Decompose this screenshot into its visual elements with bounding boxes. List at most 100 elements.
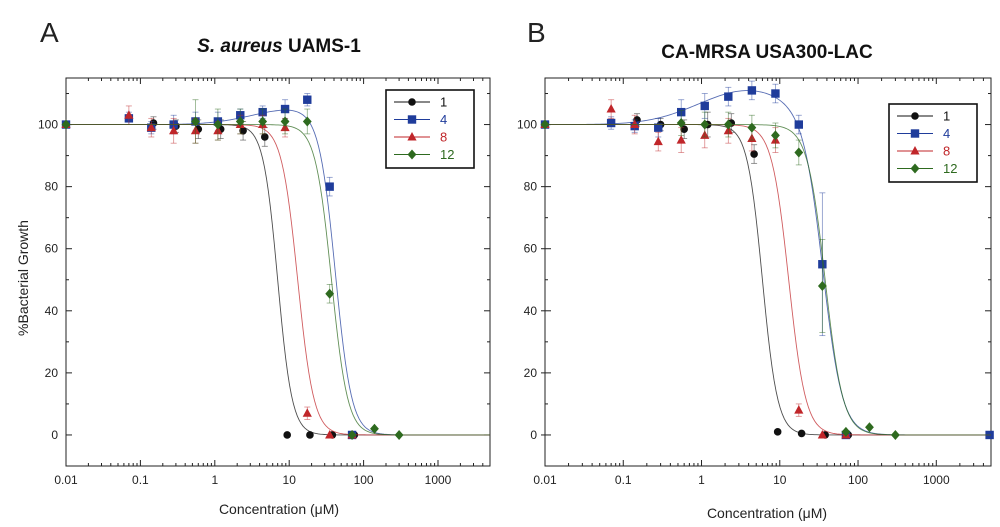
panel-a-x-tick-label: 0.1 (132, 473, 149, 487)
panel-b-series-4-point-1 (606, 118, 616, 128)
panel-a-legend: 1 4 8 12 (385, 89, 475, 169)
panel-b-series-12-point-2 (700, 119, 710, 130)
panel-b-legend-label-12: 12 (943, 161, 957, 176)
panel-b-series-1-point-6 (750, 150, 758, 158)
panel-a-series-12-point-1 (191, 116, 200, 127)
panel-a-series-1-point-7 (283, 431, 291, 439)
panel-a-series-8-point-2 (146, 122, 156, 132)
panel-b-series-12-point-1 (676, 118, 686, 129)
panel-b-legend-label-1: 1 (943, 109, 950, 124)
panel-b-x-tick-label: 0.01 (533, 473, 557, 487)
panel-a-series-12-point-3 (235, 116, 245, 127)
panel-a-series-12-point-7 (325, 288, 335, 299)
panel-b-y-tick-label: 100 (517, 118, 537, 132)
panel-b-series-1-point-8 (797, 429, 806, 438)
panel-a-series-12-point-10 (394, 429, 404, 440)
panel-a-title-italic: S. aureus (197, 36, 283, 57)
panel-a-legend-box (385, 89, 475, 169)
panel-b-series-12-point-9 (865, 422, 874, 433)
panel-b-series-4-point-6 (724, 92, 733, 101)
panel-b-legend-box (888, 103, 978, 183)
panel-a-series-8-point-10 (325, 429, 335, 439)
panel-b-series-12-point-3 (723, 119, 733, 130)
panel-a-x-tick-label: 100 (354, 473, 374, 487)
panel-b-x-tick-label: 0.1 (615, 473, 632, 487)
panel-a-x-tick-label: 10 (283, 473, 297, 487)
panel-a-legend-label-4: 4 (440, 112, 447, 127)
panel-b-series-12-point-10 (890, 429, 900, 440)
panel-b-series-8-point-1 (606, 104, 616, 113)
panel-a-y-tick-label: 40 (45, 304, 59, 318)
panel-a-legend-label-8: 8 (440, 130, 447, 145)
panel-b-series-12-point-5 (771, 130, 780, 141)
panel-b-legend-label-4: 4 (943, 126, 950, 141)
panel-b-series-12-point-0 (540, 119, 550, 130)
panel-b-series-4-point-7 (747, 86, 757, 95)
panel-b-series-12-point-7 (817, 280, 827, 291)
panel-b-series-12 (540, 110, 991, 440)
panel-a-title-rest: UAMS-1 (283, 36, 362, 57)
panel-b-x-tick-label: 10 (773, 473, 787, 487)
panel-b-series-4-point-9 (794, 120, 803, 129)
panel-b-plot: 0.01 0.1 1 10 100 1000 0 20 40 60 80 100 1 4 8 12 (517, 77, 994, 487)
panel-a-series-12-point-5 (280, 116, 290, 127)
panel-a-series-1-point-8 (306, 431, 314, 439)
panel-a-legend-label-1: 1 (440, 95, 447, 110)
panel-b-series-8-point-2 (630, 119, 640, 129)
panel-b-legend-marker-12-point-0 (910, 163, 920, 174)
panel-a-plot: 0.01 0.1 1 10 100 1000 0 20 40 60 80 100 1 4 8 12 (38, 77, 491, 487)
panel-a-series-1-point-6 (261, 133, 269, 141)
panel-a-x-tick-label: 0.01 (54, 473, 78, 487)
panel-a-series-4-point-9 (303, 95, 312, 104)
panel-a-series-12-point-9 (370, 423, 379, 434)
panel-b-y-tick-label: 0 (530, 428, 537, 442)
panel-b-series-12-fit-curve (545, 124, 991, 436)
panel-b-y-tick-label: 20 (524, 366, 538, 380)
panel-b-x-axis-label: Concentration (μM) (707, 505, 827, 521)
panel-b-series-1-point-7 (773, 428, 782, 436)
panel-b-legend-marker-1-point-0 (911, 112, 919, 120)
panel-a-y-tick-label: 100 (38, 118, 58, 132)
panel-a-series-8-point-1 (124, 110, 134, 119)
panel-a-legend-marker-12-point-0 (407, 149, 417, 160)
panel-a-series-12-point-4 (258, 116, 268, 127)
panel-b-series-12-point-6 (794, 147, 804, 158)
panel-a-x-tick-label: 1 (211, 473, 218, 487)
panel-a-x-axis-label: Concentration (μM) (219, 501, 339, 517)
panel-b-title-rest: CA-MRSA USA300-LAC (661, 42, 873, 63)
panel-b-legend-label-8: 8 (943, 144, 950, 159)
panel-a-series-1-fit-curve (66, 124, 490, 436)
panel-a-series-4-point-10 (325, 182, 334, 191)
panel-a-series-12-point-2 (213, 119, 223, 130)
panel-a-title: S. aureus UAMS-1 (197, 36, 361, 57)
panel-b-series-4-point-8 (771, 89, 780, 98)
panel-b-series-4-point-3 (654, 123, 663, 132)
panel-b-y-tick-label: 40 (524, 304, 538, 318)
panel-b-y-tick-label: 80 (524, 180, 538, 194)
panel-b-letter: B (527, 17, 546, 48)
panel-a-y-tick-label: 60 (45, 242, 59, 256)
panel-a-letter: A (40, 17, 59, 48)
panel-a-y-tick-label: 20 (45, 366, 59, 380)
panel-b-series-4-point-5 (700, 101, 709, 111)
y-axis-label: %Bacterial Growth (15, 220, 31, 336)
panel-b-series-8-point-10 (817, 429, 827, 439)
panel-b-series-8-point-4 (676, 135, 686, 144)
panel-b-legend: 1 4 8 12 (888, 103, 978, 183)
panel-a-legend-marker-4-point-0 (407, 115, 417, 124)
panel-a-x-tick-label: 1000 (425, 473, 452, 487)
panel-b-y-tick-label: 60 (524, 242, 538, 256)
panel-b-x-tick-label: 1000 (923, 473, 950, 487)
panel-b-series-12-point-8 (841, 426, 851, 437)
panel-a-series-12-point-6 (302, 116, 312, 127)
panel-b-x-tick-label: 1 (698, 473, 705, 487)
panel-b-series-12-point-4 (747, 122, 757, 133)
panel-a-series-12-point-8 (347, 429, 357, 440)
panel-a-legend-marker-1-point-0 (408, 98, 416, 106)
panel-a-legend-marker-8-point-0 (407, 132, 417, 141)
panel-a-series-8-point-9 (302, 408, 312, 417)
panel-a-y-tick-label: 80 (45, 180, 59, 194)
panel-a-series-1-point-5 (239, 126, 247, 135)
panel-a-legend-label-12: 12 (440, 147, 454, 162)
